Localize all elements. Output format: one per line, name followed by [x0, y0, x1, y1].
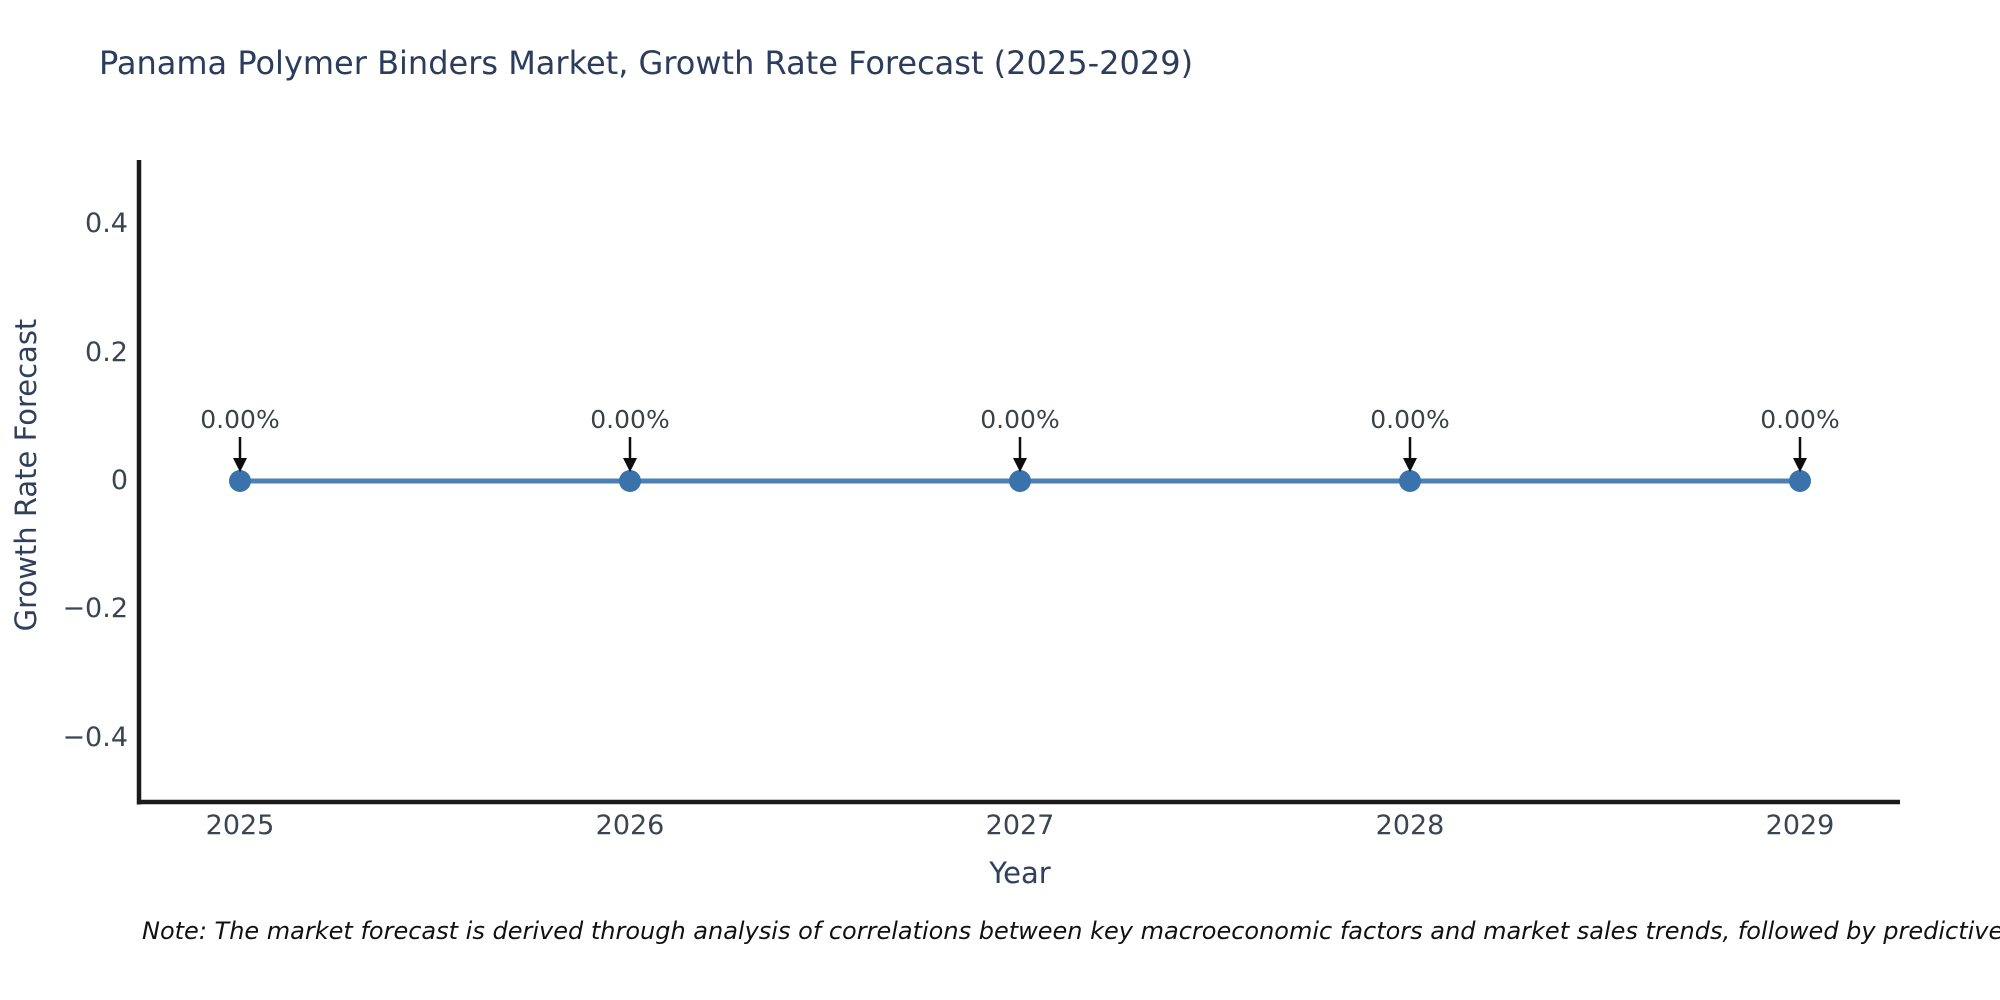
annotation-arrow-head [623, 458, 637, 472]
annotation-arrow-head [1013, 458, 1027, 472]
annotation-arrow-head [233, 458, 247, 472]
x-tick-label: 2028 [1375, 810, 1445, 841]
x-tick-label: 2026 [595, 810, 665, 841]
x-axis-title: Year [989, 856, 1051, 890]
x-tick-label: 2025 [205, 810, 275, 841]
annotation-arrow-head [1403, 458, 1417, 472]
data-point-marker [1789, 470, 1811, 492]
point-value-label: 0.00% [1370, 405, 1450, 434]
y-tick-label: −0.2 [62, 593, 128, 625]
x-tick-label: 2029 [1765, 810, 1835, 841]
x-tick-label: 2027 [985, 810, 1055, 841]
point-value-label: 0.00% [200, 405, 280, 434]
point-value-label: 0.00% [1760, 405, 1840, 434]
data-point-marker [1399, 470, 1421, 492]
data-point-marker [1009, 470, 1031, 492]
chart-title: Panama Polymer Binders Market, Growth Ra… [99, 44, 1194, 82]
y-tick-label: 0.2 [85, 336, 128, 368]
y-tick-label: 0.4 [85, 208, 128, 240]
y-tick-label: 0 [110, 465, 128, 496]
note-text: Note: The market forecast is derived thr… [142, 917, 2000, 945]
data-point-marker [619, 470, 641, 492]
data-point-marker [229, 470, 251, 492]
y-tick-label: −0.4 [62, 721, 128, 753]
annotation-arrow-head [1793, 458, 1807, 472]
point-value-label: 0.00% [980, 405, 1060, 434]
point-value-label: 0.00% [590, 405, 670, 434]
